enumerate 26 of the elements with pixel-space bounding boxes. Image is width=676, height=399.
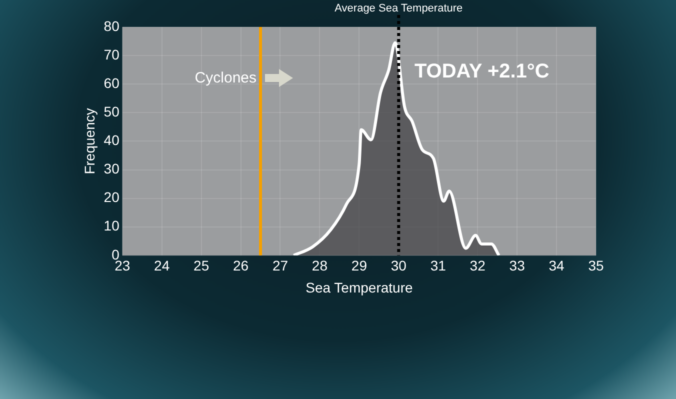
x-axis-title: Sea Temperature: [306, 279, 413, 296]
x-tick-label: 29: [351, 258, 368, 274]
x-tick-label: 35: [588, 258, 604, 274]
x-tick-label: 28: [312, 258, 328, 274]
x-tick-label: 32: [470, 258, 486, 274]
y-tick-label: 70: [104, 46, 120, 62]
ref-line-label: Cyclones: [194, 70, 257, 87]
y-tick-label: 30: [104, 160, 120, 177]
y-tick-label: 0: [112, 246, 120, 262]
x-tick-label: 33: [509, 258, 526, 274]
ref-line-label: Average Sea Temperature: [334, 2, 463, 15]
x-tick-label: 26: [232, 258, 249, 274]
x-tick-label: 30: [390, 258, 407, 274]
y-tick-label: 60: [104, 74, 120, 91]
y-tick-label: 10: [104, 218, 120, 234]
x-tick-label: 34: [548, 258, 565, 274]
x-tick-label: 24: [154, 258, 170, 274]
y-tick-label: 20: [104, 189, 120, 206]
annotation: TODAY +2.1°C: [414, 60, 550, 83]
x-tick-label: 31: [430, 258, 446, 274]
y-tick-label: 40: [104, 132, 120, 148]
x-tick-label: 25: [194, 258, 210, 274]
y-tick-label: 50: [104, 104, 120, 120]
y-axis-title: Frequency: [81, 108, 98, 174]
x-tick-label: 27: [272, 258, 288, 274]
y-tick-label: 80: [104, 18, 120, 34]
